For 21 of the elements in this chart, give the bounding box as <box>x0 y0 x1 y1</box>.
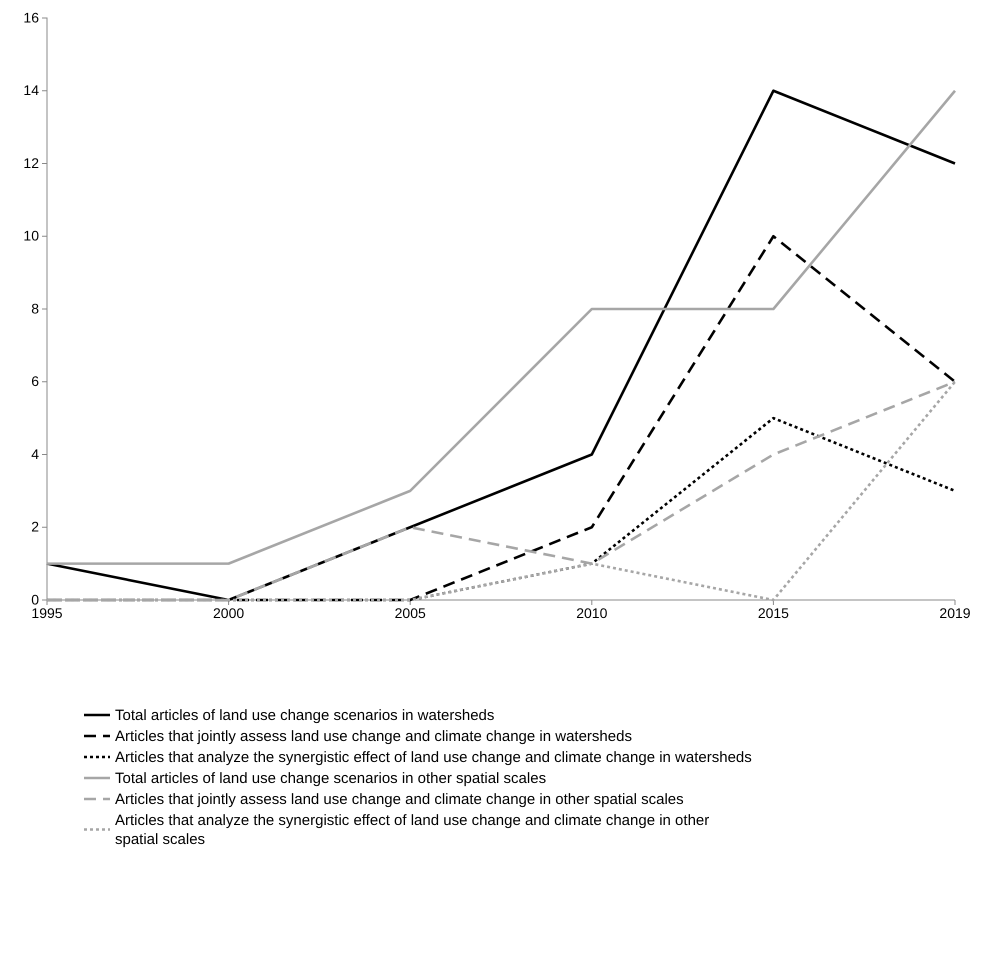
y-tick-label: 14 <box>23 82 40 98</box>
y-tick-label: 16 <box>23 9 40 26</box>
y-tick-label: 0 <box>31 591 40 608</box>
legend-label: Total articles of land use change scenarios in watersheds <box>115 707 494 724</box>
y-tick-label: 12 <box>23 154 40 171</box>
y-tick-label: 6 <box>31 373 40 390</box>
y-tick-label: 10 <box>23 228 40 244</box>
legend-label: Articles that analyze the synergistic effect of land use change and climate change in watersheds <box>115 749 752 766</box>
x-tick-label: 1995 <box>31 604 63 621</box>
x-tick-label: 2019 <box>939 604 971 621</box>
legend-label: Articles that analyze the synergistic effect of land use change and climate change in other spatial scales <box>115 812 710 848</box>
y-tick-label: 2 <box>31 518 40 535</box>
legend-label: Total articles of land use change scenarios in other spatial scales <box>115 770 546 787</box>
x-tick-label: 2015 <box>758 604 790 621</box>
legend-label: Articles that jointly assess land use change and climate change in watersheds <box>115 728 632 745</box>
y-tick-label: 8 <box>31 300 40 316</box>
x-tick-label: 2000 <box>213 604 244 621</box>
y-tick-label: 4 <box>31 446 40 462</box>
legend-label: Articles that jointly assess land use change and climate change in other spatial scales <box>115 791 684 808</box>
x-tick-label: 2010 <box>576 604 608 621</box>
x-tick-label: 2005 <box>394 604 426 621</box>
